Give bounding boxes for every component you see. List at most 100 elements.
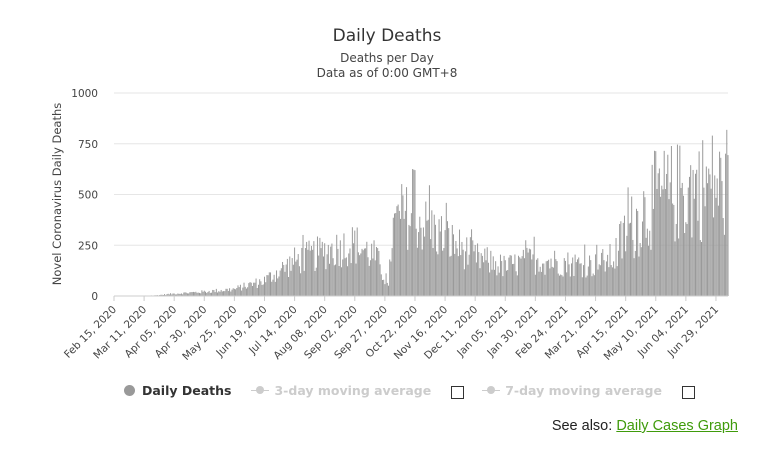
bar <box>512 264 513 296</box>
bar <box>361 248 363 296</box>
bar <box>459 229 461 296</box>
bar <box>388 285 389 296</box>
bar <box>650 249 652 296</box>
bar <box>619 224 621 296</box>
bar <box>194 292 196 296</box>
bar <box>219 291 221 296</box>
bar <box>590 260 592 296</box>
bar <box>170 293 172 296</box>
bar <box>211 292 213 296</box>
bar <box>522 249 524 296</box>
bar <box>637 210 639 296</box>
bar <box>329 263 330 296</box>
bar <box>491 269 493 296</box>
bar <box>270 272 272 296</box>
bar <box>449 256 451 296</box>
bar <box>442 250 444 296</box>
bar <box>499 254 501 296</box>
bar <box>212 289 214 296</box>
legend-item-daily-deaths[interactable]: Daily Deaths <box>124 383 231 398</box>
bar <box>333 265 335 296</box>
bar <box>309 250 311 296</box>
bar <box>509 255 511 296</box>
bar <box>501 261 503 296</box>
bar <box>680 187 682 296</box>
bar <box>623 215 625 296</box>
bar <box>342 259 344 296</box>
bar <box>322 256 324 296</box>
bar <box>507 269 509 296</box>
bar <box>375 246 377 296</box>
bar <box>473 251 475 296</box>
bar <box>613 261 615 296</box>
bar <box>310 245 312 296</box>
bar <box>515 271 517 296</box>
bar <box>675 223 677 296</box>
checkbox-7-day-average[interactable] <box>681 385 695 399</box>
bar <box>215 288 217 296</box>
legend-item-7-day-average[interactable]: 7-day moving average <box>482 383 662 398</box>
bar <box>205 291 206 296</box>
bar <box>649 230 651 296</box>
bar <box>406 187 408 296</box>
bar <box>183 292 185 296</box>
bar <box>177 293 179 296</box>
bar <box>668 199 670 296</box>
bar <box>690 165 692 296</box>
see-also-label: See also: <box>551 418 613 434</box>
bar <box>597 269 599 296</box>
bar <box>605 261 607 296</box>
bar <box>534 274 536 296</box>
bar <box>314 270 316 296</box>
bar <box>695 173 696 296</box>
bar <box>456 248 458 296</box>
bar <box>253 282 255 296</box>
bar <box>648 245 650 296</box>
bar <box>616 266 618 296</box>
bar <box>232 288 234 296</box>
bar <box>341 267 343 296</box>
bar <box>644 197 646 296</box>
checkbox-3-day-average[interactable] <box>451 385 465 399</box>
bar <box>652 208 654 296</box>
bar <box>196 292 198 296</box>
bar <box>514 254 516 296</box>
legend-item-3-day-average[interactable]: 3-day moving average <box>251 383 431 398</box>
bar <box>562 276 564 296</box>
bar <box>420 227 422 296</box>
bar <box>495 261 497 296</box>
bar <box>326 254 328 296</box>
bar <box>188 293 190 296</box>
y-axis-label: Novel Coronavirus Daily Deaths <box>50 103 64 285</box>
bar <box>554 250 556 296</box>
bar <box>673 204 675 296</box>
bar <box>518 255 520 296</box>
bar <box>667 154 669 296</box>
bar <box>166 294 168 296</box>
bar <box>176 294 178 296</box>
daily-deaths-chart: Daily Deaths Deaths per Day Data as of 0… <box>50 26 729 363</box>
bar <box>321 241 323 296</box>
bar <box>466 237 468 296</box>
bar <box>711 135 713 296</box>
bar <box>539 266 541 296</box>
bar <box>586 275 588 296</box>
bar <box>198 292 200 296</box>
bar <box>504 260 506 296</box>
bar <box>247 287 249 296</box>
bar <box>385 273 387 296</box>
bar <box>197 292 199 296</box>
bar <box>381 279 383 296</box>
bar <box>691 237 693 296</box>
bar <box>268 272 270 296</box>
bar <box>498 272 500 296</box>
bar <box>443 248 445 296</box>
bar <box>558 275 560 296</box>
bar <box>533 236 535 296</box>
bar <box>396 206 398 296</box>
bar <box>656 188 658 296</box>
bar <box>463 269 465 296</box>
bar <box>589 255 591 296</box>
daily-cases-graph-link[interactable]: Daily Cases Graph <box>616 418 738 434</box>
